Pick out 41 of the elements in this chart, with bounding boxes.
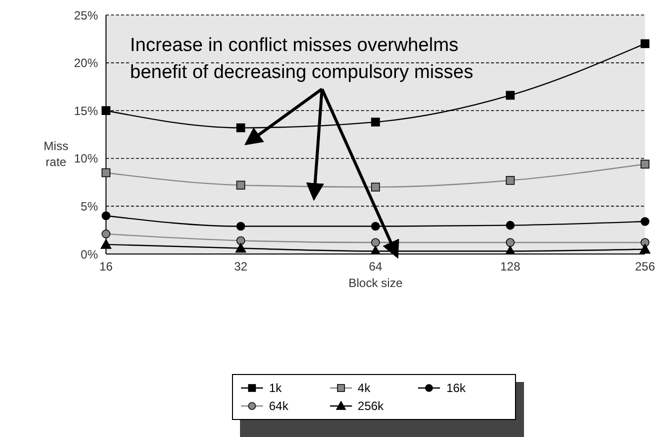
legend-label: 1k [269,381,282,395]
y-tick-label: 10% [74,152,98,166]
point [506,220,515,230]
point [236,222,246,231]
point [235,242,246,253]
y-tick-label: 15% [74,104,98,118]
point [371,238,380,247]
point [236,236,246,246]
point [506,90,515,100]
point [506,176,515,185]
point [102,230,110,238]
point [102,211,110,220]
point [102,106,110,115]
point [102,168,110,178]
y-tick-label: 0% [80,247,98,262]
point [236,180,246,190]
point [236,123,246,132]
x-tick-label: 64 [368,260,382,274]
annotation: Increase in conflict misses overwhelms benefit of decreasing compulsory misses [130,35,474,83]
y-tick-label: 25% [74,8,98,22]
point [640,39,650,48]
point [100,239,112,249]
point [640,160,650,169]
point [371,118,380,126]
point [371,182,380,192]
point [371,222,380,231]
legend-label: 16k [446,381,466,395]
y-tick-label: 5% [80,199,98,214]
x-tick-label: 128 [500,260,521,274]
point [640,217,650,226]
x-tick-label: 16 [99,260,113,274]
point [640,244,650,254]
legend-label: 4k [358,381,370,395]
y-tick-label: 20% [74,56,98,70]
point [506,238,515,247]
x-axis-title: Block size [348,276,403,290]
legend-label: 256k [358,399,384,413]
y-axis-title: Miss rate [44,139,68,169]
x-tick-label: 256 [634,260,656,274]
x-tick-label: 32 [234,260,248,274]
legend-label: 64k [269,399,288,413]
